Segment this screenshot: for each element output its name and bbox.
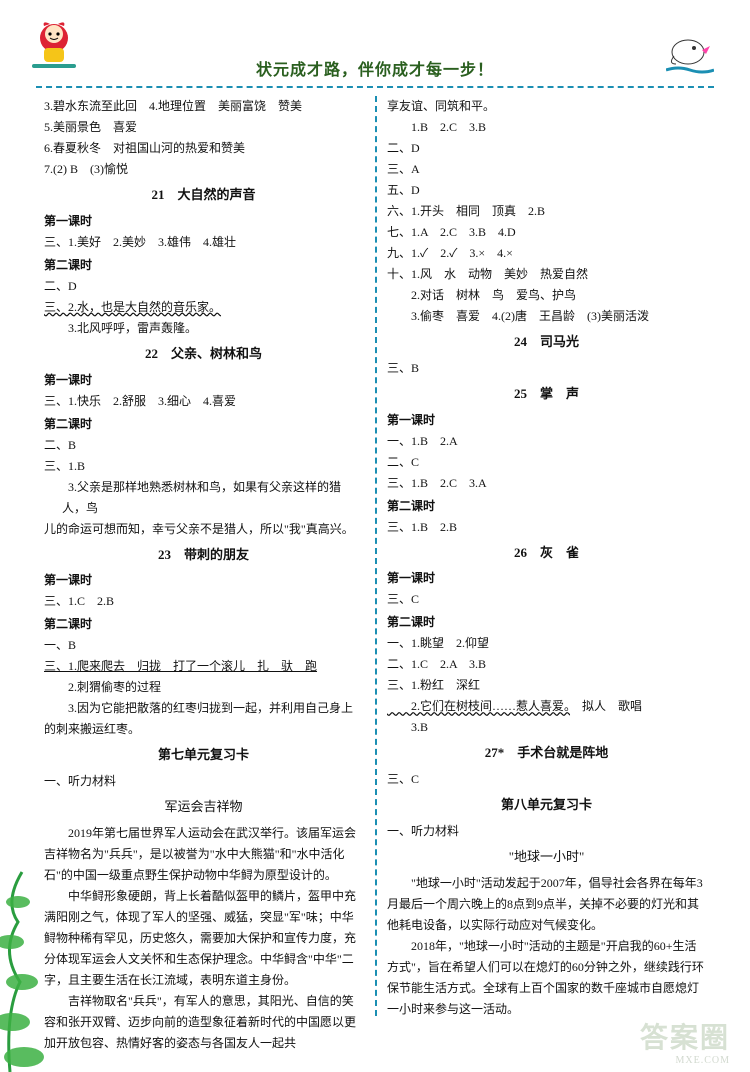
line: 三、1.B 2.B bbox=[387, 517, 706, 538]
section-title-21: 21 大自然的声音 bbox=[44, 184, 363, 207]
line: 三、C bbox=[387, 769, 706, 790]
line-underline: 三、1.爬来爬去 归拢 打了一个滚儿 扎 驮 跑 bbox=[44, 656, 363, 677]
line: 三、1.美好 2.美妙 3.雄伟 4.雄壮 bbox=[44, 232, 363, 253]
line: 的刺来搬运红枣。 bbox=[44, 719, 363, 740]
line: 三、A bbox=[387, 159, 706, 180]
line-tail: 拟人 歌唱 bbox=[570, 699, 642, 713]
sub-lesson2: 第二课时 bbox=[44, 255, 363, 276]
sub-lesson1: 第一课时 bbox=[44, 370, 363, 391]
para: 中华鲟形象硬朗，背上长着酷似盔甲的鳞片，盔甲中充满阳刚之气，体现了军人的坚强、威… bbox=[44, 886, 363, 991]
line: 一、听力材料 bbox=[44, 771, 363, 792]
para: 吉祥物取名"兵兵"，有军人的意思，其阳光、自信的笑容和张开双臂、迈步向前的造型象… bbox=[44, 991, 363, 1054]
bird-icon bbox=[666, 30, 714, 74]
header-slogan: 状元成才路，伴你成才每一步！ bbox=[36, 56, 714, 80]
line: 一、B bbox=[44, 635, 363, 656]
u8-subtitle: "地球一小时" bbox=[387, 846, 706, 869]
line: 三、1.C 2.B bbox=[44, 591, 363, 612]
unit8-title: 第八单元复习卡 bbox=[387, 794, 706, 817]
sub-lesson1: 第一课时 bbox=[44, 570, 363, 591]
line: 7.(2) B (3)愉悦 bbox=[44, 159, 363, 180]
section-title-23: 23 带刺的朋友 bbox=[44, 544, 363, 567]
sub-lesson2: 第二课时 bbox=[44, 414, 363, 435]
line: 六、1.开头 相同 顶真 2.B bbox=[387, 201, 706, 222]
line: 儿的命运可想而知，幸亏父亲不是猎人，所以"我"真高兴。 bbox=[44, 519, 363, 540]
unit7-title: 第七单元复习卡 bbox=[44, 744, 363, 767]
para: 2019年第七届世界军人运动会在武汉举行。该届军运会吉祥物名为"兵兵"，是以被誉… bbox=[44, 823, 363, 886]
line: 一、1.眺望 2.仰望 bbox=[387, 633, 706, 654]
line: 三、C bbox=[387, 589, 706, 610]
u7-subtitle: 军运会吉祥物 bbox=[44, 796, 363, 819]
sub-lesson2: 第二课时 bbox=[44, 614, 363, 635]
watermark-text: 答案圈 bbox=[640, 1016, 730, 1056]
line: 3.北风呼呼，雷声轰隆。 bbox=[44, 318, 363, 339]
line: 3.父亲是那样地熟悉树林和鸟，如果有父亲这样的猎人，鸟 bbox=[44, 477, 363, 519]
line: 一、听力材料 bbox=[387, 821, 706, 842]
line: 三、1.粉红 深红 bbox=[387, 675, 706, 696]
line: 十、1.风 水 动物 美妙 热爱自然 bbox=[387, 264, 706, 285]
right-column: 享友谊、同筑和平。 1.B 2.C 3.B 二、D 三、A 五、D 六、1.开头… bbox=[375, 96, 714, 1016]
line: 2.刺猬偷枣的过程 bbox=[44, 677, 363, 698]
line: 2.对话 树林 鸟 爱鸟、护鸟 bbox=[387, 285, 706, 306]
sub-lesson1: 第一课时 bbox=[44, 211, 363, 232]
sub-lesson1: 第一课时 bbox=[387, 410, 706, 431]
column-divider bbox=[375, 96, 377, 1016]
top-divider bbox=[36, 86, 714, 88]
line: 3.偷枣 喜爱 4.(2)唐 王昌龄 (3)美丽活泼 bbox=[387, 306, 706, 327]
mascot-icon bbox=[24, 16, 84, 76]
line: 二、D bbox=[387, 138, 706, 159]
line: 享友谊、同筑和平。 bbox=[387, 96, 706, 117]
content-area: 3.碧水东流至此回 4.地理位置 美丽富饶 赞美 5.美丽景色 喜爱 6.春夏秋… bbox=[36, 96, 714, 1016]
line: 三、B bbox=[387, 358, 706, 379]
section-title-27: 27* 手术台就是阵地 bbox=[387, 742, 706, 765]
line: 五、D bbox=[387, 180, 706, 201]
line: 二、1.C 2.A 3.B bbox=[387, 654, 706, 675]
line: 七、1.A 2.C 3.B 4.D bbox=[387, 222, 706, 243]
section-title-22: 22 父亲、树林和鸟 bbox=[44, 343, 363, 366]
line: 3.碧水东流至此回 4.地理位置 美丽富饶 赞美 bbox=[44, 96, 363, 117]
section-title-24: 24 司马光 bbox=[387, 331, 706, 354]
wavy-span: 2.它们在树枝间……惹人喜爱。 bbox=[387, 699, 570, 713]
line: 一、1.B 2.A bbox=[387, 431, 706, 452]
para: 2018年，"地球一小时"活动的主题是"开启我的60+生活方式"，旨在希望人们可… bbox=[387, 936, 706, 1020]
line: 5.美丽景色 喜爱 bbox=[44, 117, 363, 138]
sub-lesson1: 第一课时 bbox=[387, 568, 706, 589]
section-title-25: 25 掌 声 bbox=[387, 383, 706, 406]
left-column: 3.碧水东流至此回 4.地理位置 美丽富饶 赞美 5.美丽景色 喜爱 6.春夏秋… bbox=[36, 96, 375, 1016]
line: 二、C bbox=[387, 452, 706, 473]
line: 二、B bbox=[44, 435, 363, 456]
line: 三、1.B 2.C 3.A bbox=[387, 473, 706, 494]
line: 1.B 2.C 3.B bbox=[387, 117, 706, 138]
para: "地球一小时"活动发起于2007年，倡导社会各界在每年3月最后一个周六晚上的8点… bbox=[387, 873, 706, 936]
line: 三、1.快乐 2.舒服 3.细心 4.喜爱 bbox=[44, 391, 363, 412]
sub-lesson2: 第二课时 bbox=[387, 496, 706, 517]
line: 二、D bbox=[44, 276, 363, 297]
line: 3.B bbox=[387, 717, 706, 738]
line: 3.因为它能把散落的红枣归拢到一起，并利用自己身上 bbox=[44, 698, 363, 719]
line: 九、1.✓ 2.✓ 3.× 4.× bbox=[387, 243, 706, 264]
sub-lesson2: 第二课时 bbox=[387, 612, 706, 633]
line: 2.它们在树枝间……惹人喜爱。 拟人 歌唱 bbox=[387, 696, 706, 717]
page-root: 状元成才路，伴你成才每一步！ 3.碧水东流至此回 4.地理位置 美丽富饶 赞美 … bbox=[0, 0, 750, 1072]
line-wavy: 三、2.水，也是大自然的音乐家。 bbox=[44, 297, 363, 318]
watermark-url: MXE.COM bbox=[675, 1055, 730, 1066]
section-title-26: 26 灰 雀 bbox=[387, 542, 706, 565]
line: 6.春夏秋冬 对祖国山河的热爱和赞美 bbox=[44, 138, 363, 159]
line: 三、1.B bbox=[44, 456, 363, 477]
